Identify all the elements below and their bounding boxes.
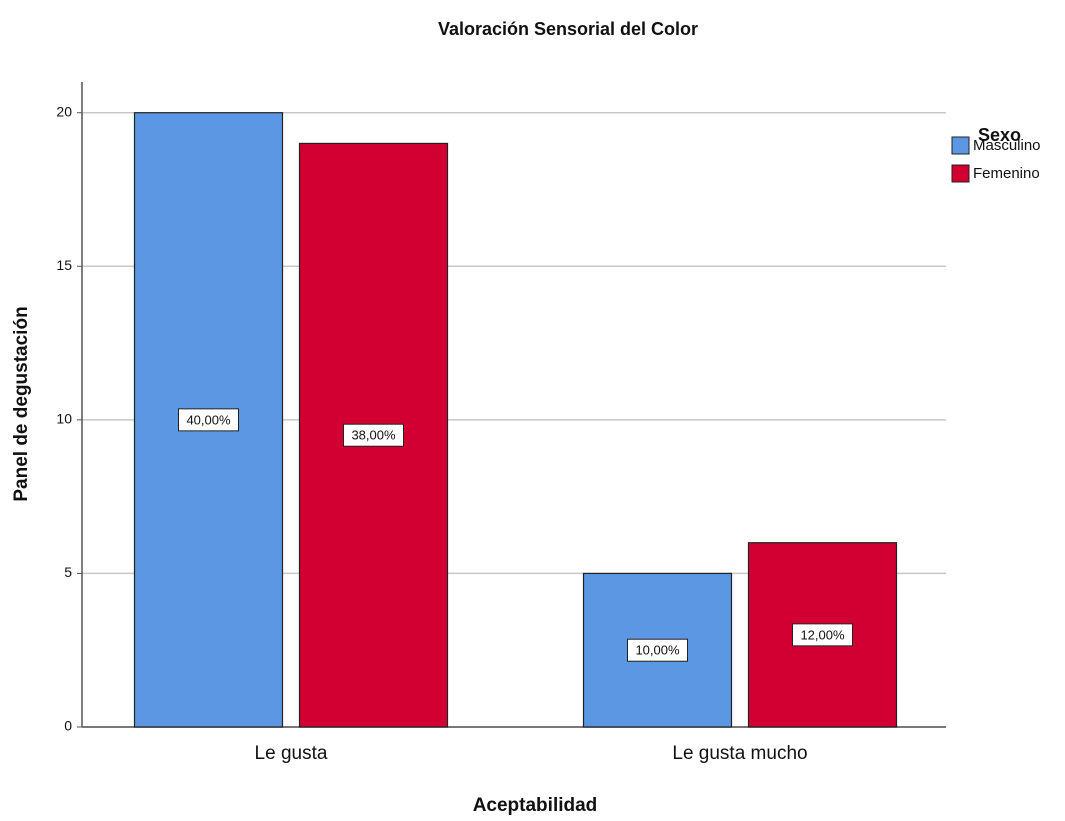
chart-title: Valoración Sensorial del Color [438,19,698,39]
data-label-box [627,638,688,662]
x-tick-label: Le gusta mucho [672,743,807,764]
legend-swatch [951,136,970,155]
y-tick-label: 15 [56,257,72,273]
legend-title: Sexo [978,125,1021,145]
legend-label: Masculino [973,137,1041,154]
data-label: 10,00% [635,643,680,658]
y-axis-label: Panel de degustación [11,306,32,501]
data-label: 38,00% [351,428,396,443]
x-axis-label: Aceptabilidad [473,795,598,816]
legend-swatch [951,164,970,183]
data-label: 12,00% [800,627,845,642]
y-tick-label: 10 [56,411,72,427]
y-tick-label: 0 [64,718,72,734]
data-label-box [343,423,404,447]
y-tick-label: 20 [56,103,72,119]
data-label: 40,00% [186,412,231,427]
data-label-box [792,623,853,647]
x-tick-label: Le gusta [255,743,328,764]
data-label-box [178,408,239,432]
y-tick-label: 5 [64,564,72,580]
legend-label: Femenino [973,165,1040,182]
